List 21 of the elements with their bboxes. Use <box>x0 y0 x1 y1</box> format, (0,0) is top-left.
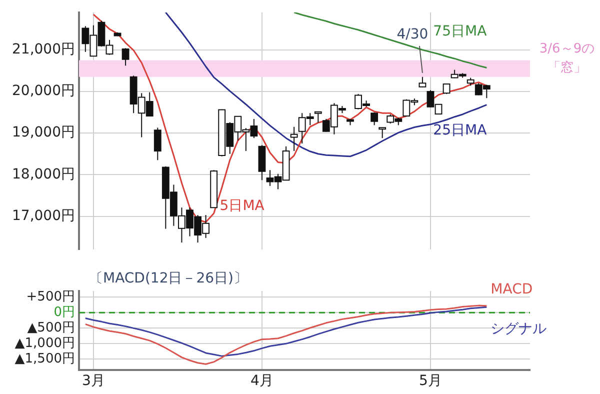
y-tick-label: +500円 <box>26 290 75 305</box>
y-tick-label: 19,000円 <box>12 124 75 141</box>
series-label: 75日MA <box>433 23 488 40</box>
x-tick-label: 5月 <box>419 373 442 390</box>
series-label: シグナル <box>490 320 547 337</box>
series-label: 5日MA <box>220 198 265 214</box>
x-tick-label: 4月 <box>250 373 274 390</box>
series-label: MACD <box>490 282 533 298</box>
y-tick-label: ▲1,000円 <box>14 336 75 352</box>
x-tick-label: 3月 <box>82 373 105 390</box>
annotation: 4/30 <box>396 26 428 43</box>
y-tick-label: ▲1,500円 <box>14 352 75 367</box>
y-tick-label: 0円 <box>54 305 75 320</box>
chart-title: 〔MACD(12日－26日)〕 <box>89 270 248 287</box>
y-tick-label: 17,000円 <box>12 208 75 224</box>
y-tick-label: 21,000円 <box>12 41 75 58</box>
y-tick-label: 18,000円 <box>12 166 75 182</box>
series-label: 25日MA <box>433 122 488 138</box>
y-tick-label: 20,000円 <box>12 83 75 100</box>
band-label: 3/6～9の「窓」 <box>539 41 595 76</box>
y-tick-label: ▲500円 <box>27 320 75 336</box>
